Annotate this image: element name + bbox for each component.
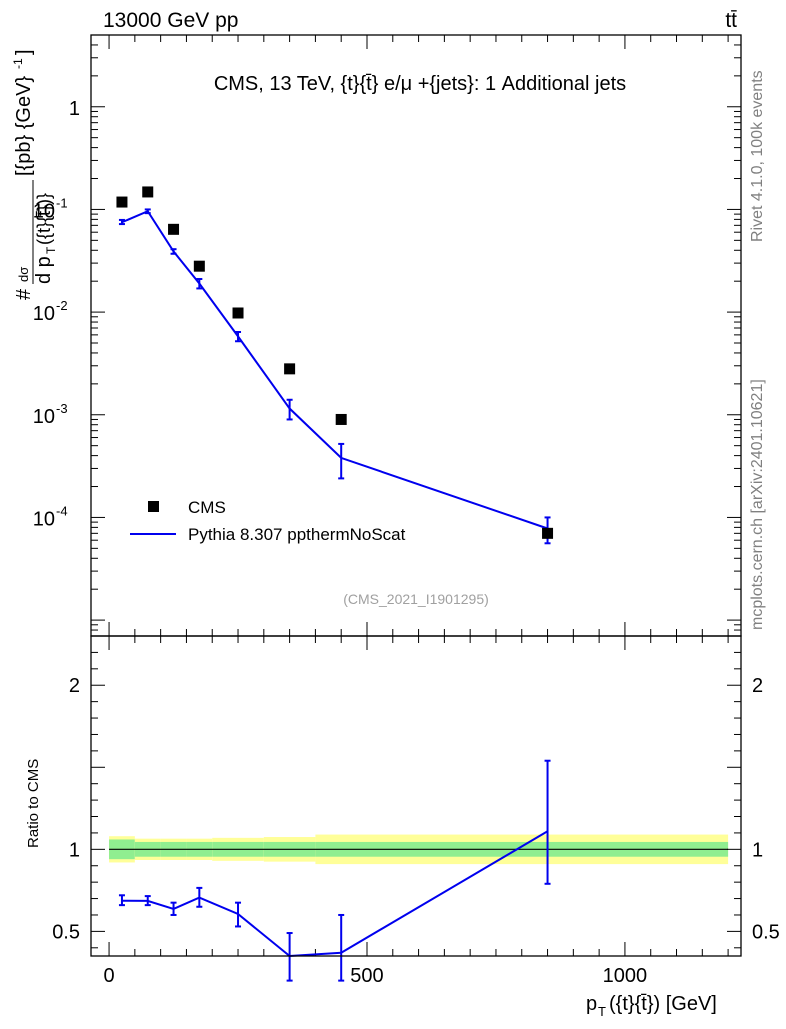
legend: CMS Pythia 8.307 ppthermNoScat bbox=[130, 498, 406, 544]
cms-point bbox=[232, 307, 244, 319]
svg-text:[{pb} {GeV}: [{pb} {GeV} bbox=[13, 76, 35, 176]
xlabel: p T ({t}{t̄}) [GeV] bbox=[586, 993, 717, 1019]
y-tick-label: 10 bbox=[33, 406, 55, 428]
cms-point bbox=[193, 260, 205, 272]
ratio-y-tick-label: 1 bbox=[69, 839, 80, 861]
ratio-y-tick-label: 0.5 bbox=[52, 921, 80, 943]
ratio-ylabel: Ratio to CMS bbox=[25, 759, 42, 848]
cms-point bbox=[284, 363, 296, 375]
y-tick-label: 10 bbox=[33, 200, 55, 222]
svg-text:#: # bbox=[13, 288, 35, 300]
y-tick-exponent: -3 bbox=[56, 401, 68, 416]
x-tick-label: 0 bbox=[103, 965, 114, 987]
x-tick-label: 1000 bbox=[603, 965, 648, 987]
pythia-line bbox=[121, 209, 548, 530]
plot-title: CMS, 13 TeV, {t}{t̄} e/μ +{jets}: 1 Addi… bbox=[214, 73, 626, 95]
y-tick-exponent: -1 bbox=[56, 195, 68, 210]
y-tick-label: 1 bbox=[69, 98, 80, 120]
cms-point bbox=[542, 527, 554, 539]
header-energy: 13000 GeV pp bbox=[103, 9, 238, 32]
cms-point bbox=[335, 413, 347, 425]
x-tick-label: 500 bbox=[350, 965, 383, 987]
header-process: tt̄ bbox=[725, 9, 737, 32]
main-ylabel: # dσ d p T ({t}{t̄})} [{pb} {GeV} -1 ] bbox=[11, 49, 58, 300]
svg-text:-1: -1 bbox=[11, 58, 25, 69]
ratio-line bbox=[121, 830, 549, 958]
ratio-y-tick-label: 2 bbox=[69, 675, 80, 697]
svg-text:]: ] bbox=[13, 49, 35, 55]
y-tick-label: 10 bbox=[33, 508, 55, 530]
svg-text:({t}{t̄}) [GeV]: ({t}{t̄}) [GeV] bbox=[609, 993, 717, 1015]
ratio-frame bbox=[90, 635, 742, 957]
main-ticks: 110-110-210-310-4 bbox=[33, 34, 741, 956]
y-tick-exponent: -2 bbox=[56, 298, 68, 313]
svg-text:T: T bbox=[598, 1004, 606, 1019]
svg-text:dσ: dσ bbox=[16, 267, 31, 282]
ratio-ticks: 0 500 1000 2 2 1 1 0.5 0.5 bbox=[52, 636, 780, 987]
svg-text:p: p bbox=[586, 993, 597, 1015]
legend-label-pythia: Pythia 8.307 ppthermNoScat bbox=[188, 525, 406, 544]
ratio-y-tick-label-right: 1 bbox=[752, 839, 763, 861]
main-data bbox=[116, 186, 554, 545]
y-tick-exponent: -4 bbox=[56, 503, 68, 518]
main-frame bbox=[90, 34, 742, 637]
y-tick-label: 10 bbox=[33, 303, 55, 325]
legend-marker-cms bbox=[148, 501, 159, 512]
cms-point bbox=[116, 196, 128, 208]
ratio-y-tick-label-right: 2 bbox=[752, 675, 763, 697]
legend-label-cms: CMS bbox=[188, 498, 226, 517]
cms-point bbox=[168, 223, 180, 235]
mcplots-label: mcplots.cern.ch [arXiv:2401.10621] bbox=[749, 379, 766, 630]
cms-point bbox=[142, 186, 154, 198]
svg-text:({t}{t̄})}: ({t}{t̄})} bbox=[34, 193, 54, 245]
svg-text:T: T bbox=[44, 246, 58, 254]
rivet-label: Rivet 4.1.0, 100k events bbox=[749, 70, 766, 242]
analysis-id: (CMS_2021_I1901295) bbox=[343, 591, 489, 607]
ratio-y-tick-label-right: 0.5 bbox=[752, 921, 780, 943]
ratio-data bbox=[118, 759, 551, 982]
svg-text:d p: d p bbox=[33, 256, 55, 284]
ratio-panel: 0 500 1000 2 2 1 1 0.5 0.5 Ratio to CMS bbox=[25, 635, 780, 987]
main-panel: 110-110-210-310-4 CMS, 13 TeV, {t}{t̄} e… bbox=[11, 34, 742, 956]
